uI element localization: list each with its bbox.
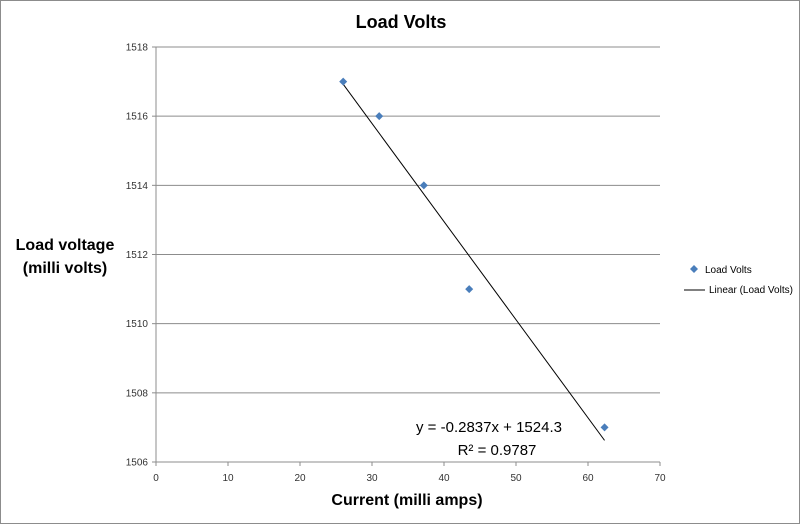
- legend-label-trendline: Linear (Load Volts): [709, 285, 793, 296]
- x-tick-label: 0: [153, 473, 159, 484]
- legend: Load Volts Linear (Load Volts): [684, 265, 793, 296]
- y-tick-label: 1510: [126, 319, 149, 330]
- trendline-group: [342, 83, 605, 441]
- y-tick-label: 1516: [126, 112, 149, 123]
- y-tick-label: 1518: [126, 43, 149, 54]
- x-tick-label: 10: [222, 473, 234, 484]
- x-tick-label: 30: [366, 473, 378, 484]
- legend-marker-load-volts: [690, 265, 698, 273]
- x-tick-label: 50: [510, 473, 522, 484]
- data-points: [339, 77, 609, 432]
- x-tick-label: 60: [582, 473, 594, 484]
- x-tick-labels: 0 10 20 30 40 50 60 70: [153, 473, 666, 484]
- y-tick-label: 1508: [126, 388, 149, 399]
- y-axis-title-line-1: Load voltage: [16, 237, 115, 254]
- y-tick-labels: 1506 1508 1510 1512 1514 1516 1518: [126, 43, 149, 469]
- data-point: [375, 112, 384, 121]
- y-tick-label: 1512: [126, 250, 149, 261]
- legend-label-load-volts: Load Volts: [705, 265, 752, 276]
- y-axis-title-line-2: (milli volts): [23, 260, 107, 277]
- trendline: [342, 83, 605, 441]
- x-tick-label: 70: [654, 473, 666, 484]
- y-tick-label: 1506: [126, 458, 149, 469]
- data-point: [600, 423, 609, 432]
- x-tick-label: 40: [438, 473, 450, 484]
- trendline-equation: y = -0.2837x + 1524.3: [416, 419, 562, 436]
- y-tick-label: 1514: [126, 181, 149, 192]
- chart-title: Load Volts: [356, 12, 447, 32]
- axes: [152, 46, 661, 466]
- x-axis-title: Current (milli amps): [331, 492, 482, 509]
- trendline-r-squared: R² = 0.9787: [458, 442, 537, 459]
- data-point: [465, 285, 474, 294]
- data-point: [339, 77, 348, 86]
- x-tick-label: 20: [294, 473, 306, 484]
- gridlines: [156, 46, 660, 394]
- data-point: [419, 181, 428, 190]
